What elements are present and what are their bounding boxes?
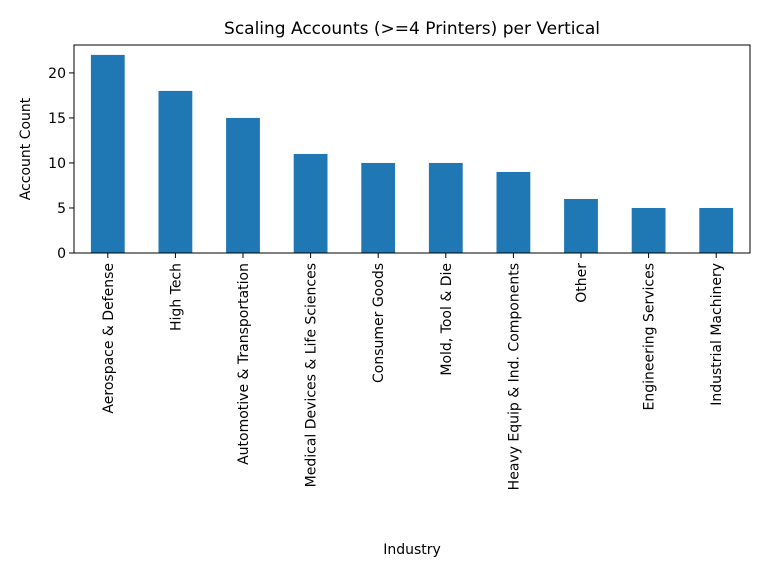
x-axis-label: Industry <box>383 542 441 558</box>
y-tick-label-1: 5 <box>57 201 66 217</box>
x-tick-label-3: Medical Devices & Life Sciences <box>304 263 320 487</box>
x-tick-label-5: Mold, Tool & Die <box>439 263 455 376</box>
y-axis-label: Account Count <box>18 97 34 200</box>
y-tick-label-0: 0 <box>57 246 66 262</box>
bars-layer <box>90 54 734 254</box>
x-tick-label-8: Engineering Services <box>642 263 658 411</box>
bar-8 <box>631 207 666 253</box>
x-tick-label-7: Other <box>574 263 590 303</box>
x-tick-label-2: Automotive & Transportation <box>236 263 252 465</box>
bar-5 <box>428 162 463 253</box>
y-axis: 0 5 10 15 20 <box>48 66 74 262</box>
bar-3 <box>293 153 328 253</box>
bar-6 <box>496 171 531 253</box>
plot-frame <box>73 44 751 254</box>
x-tick-label-0: Aerospace & Defense <box>101 263 117 414</box>
bar-7 <box>564 198 598 253</box>
x-tick-label-1: High Tech <box>168 263 184 331</box>
bar-9 <box>699 207 734 253</box>
bar-2 <box>226 117 260 254</box>
x-tick-label-4: Consumer Goods <box>371 263 387 383</box>
chart-title: Scaling Accounts (>=4 Printers) per Vert… <box>224 19 600 39</box>
bar-0 <box>90 54 125 254</box>
bar-1 <box>158 90 193 253</box>
y-tick-label-2: 10 <box>48 156 66 172</box>
x-tick-label-9: Industrial Machinery <box>709 263 725 406</box>
x-axis: Aerospace & Defense High Tech Automotive &… <box>101 253 725 490</box>
y-tick-label-4: 20 <box>48 66 66 82</box>
y-tick-label-3: 15 <box>48 111 66 127</box>
x-tick-label-6: Heavy Equip & Ind. Components <box>506 263 522 490</box>
bar-4 <box>361 162 396 253</box>
